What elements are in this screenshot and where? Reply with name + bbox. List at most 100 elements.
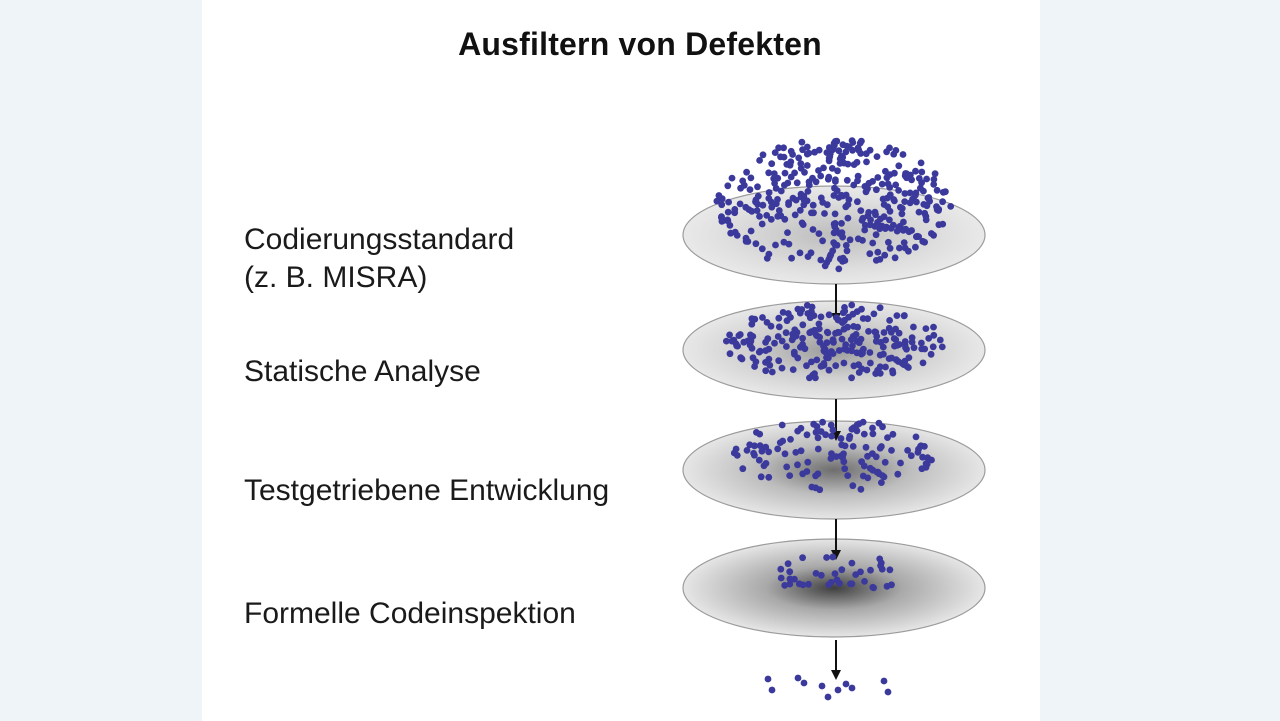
- defect-dot: [904, 447, 911, 454]
- defect-dot: [910, 323, 917, 331]
- defect-dot: [768, 160, 776, 168]
- defect-dot: [829, 336, 837, 343]
- defect-dot: [814, 434, 822, 442]
- defect-dot: [889, 369, 897, 377]
- defect-dot: [803, 468, 811, 475]
- defect-dot: [762, 367, 770, 375]
- defect-dot: [912, 167, 919, 175]
- defect-dot: [857, 207, 865, 215]
- defect-dot: [844, 160, 852, 168]
- defect-dot: [803, 162, 811, 169]
- defect-dot: [880, 677, 888, 685]
- defect-dot: [893, 312, 901, 319]
- defect-dot: [777, 153, 784, 161]
- defect-dot: [812, 428, 820, 436]
- defect-dot: [745, 206, 753, 214]
- defect-dot: [780, 144, 787, 152]
- defect-dot: [764, 675, 772, 683]
- defect-dot: [922, 325, 930, 332]
- defect-dot: [881, 251, 889, 259]
- defect-dot: [872, 453, 880, 461]
- defect-dot: [878, 180, 886, 188]
- defect-dot: [765, 448, 773, 456]
- defect-dot: [837, 435, 845, 442]
- defect-dot: [829, 247, 837, 255]
- defect-dot: [825, 311, 833, 319]
- defect-dot: [919, 453, 926, 461]
- defect-dot: [747, 337, 755, 345]
- defect-dot: [933, 186, 941, 194]
- defect-dot: [752, 198, 759, 206]
- defect-dot: [835, 147, 843, 155]
- defect-dot: [858, 458, 865, 466]
- defect-dot: [775, 357, 783, 365]
- defect-dot: [803, 362, 810, 370]
- defect-dot: [803, 431, 811, 439]
- defect-dot: [805, 181, 813, 189]
- defect-dot: [872, 257, 880, 264]
- defect-dot: [742, 234, 750, 242]
- defect-dot: [824, 693, 832, 701]
- defect-dot: [819, 237, 826, 245]
- defect-dot: [792, 196, 800, 204]
- defect-dot: [841, 304, 848, 311]
- defect-dot: [840, 325, 848, 333]
- defect-dot: [796, 206, 804, 214]
- defect-dot: [896, 244, 903, 252]
- defect-dot: [806, 374, 813, 382]
- defect-dot: [746, 186, 754, 194]
- defect-dot: [920, 201, 928, 208]
- defect-dot: [757, 473, 765, 481]
- defect-dot: [891, 254, 899, 262]
- defect-dot: [854, 144, 862, 152]
- defect-dot: [781, 215, 789, 223]
- defect-dot: [832, 453, 840, 460]
- defect-dot: [878, 443, 885, 450]
- defect-dot: [790, 348, 798, 356]
- defect-dot: [808, 308, 815, 315]
- defect-dot: [728, 174, 736, 182]
- defect-dot: [756, 157, 763, 164]
- defect-dot: [901, 338, 909, 345]
- defect-dot: [866, 221, 874, 229]
- defect-dot: [821, 210, 828, 217]
- defect-dot: [775, 314, 783, 322]
- defect-dot: [830, 220, 838, 228]
- defect-dot: [877, 338, 885, 346]
- defect-dot: [762, 359, 769, 366]
- defect-dot: [921, 238, 928, 246]
- defect-dot: [886, 216, 893, 224]
- defect-dot: [872, 231, 880, 239]
- defect-dot: [862, 150, 870, 158]
- defect-dot: [765, 250, 773, 258]
- defect-dot: [930, 231, 937, 239]
- defect-dot: [886, 191, 894, 199]
- defect-dot: [799, 321, 807, 329]
- defect-dot: [855, 369, 863, 376]
- defect-dot: [794, 674, 802, 682]
- defect-dot: [747, 227, 755, 235]
- defect-dot: [888, 447, 895, 454]
- defect-dot: [809, 201, 817, 209]
- defect-dot: [886, 144, 893, 152]
- defect-dot: [842, 191, 850, 199]
- defect-dot: [879, 195, 887, 203]
- defect-dot: [872, 211, 879, 219]
- defect-dot: [794, 461, 801, 469]
- defect-dot: [931, 170, 939, 178]
- defect-dot: [832, 329, 839, 337]
- defect-dot: [804, 188, 812, 195]
- defect-dot: [758, 220, 766, 228]
- defect-dot: [898, 205, 906, 212]
- defect-dot: [864, 212, 872, 220]
- defect-dot: [857, 568, 864, 576]
- defect-dot: [836, 579, 843, 587]
- defect-dot: [938, 343, 946, 351]
- defect-dot: [849, 342, 856, 350]
- defect-dot: [752, 240, 760, 248]
- defect-dot: [890, 150, 898, 158]
- defect-dot: [898, 210, 906, 218]
- defect-dot: [844, 346, 851, 354]
- defect-dot: [731, 206, 739, 213]
